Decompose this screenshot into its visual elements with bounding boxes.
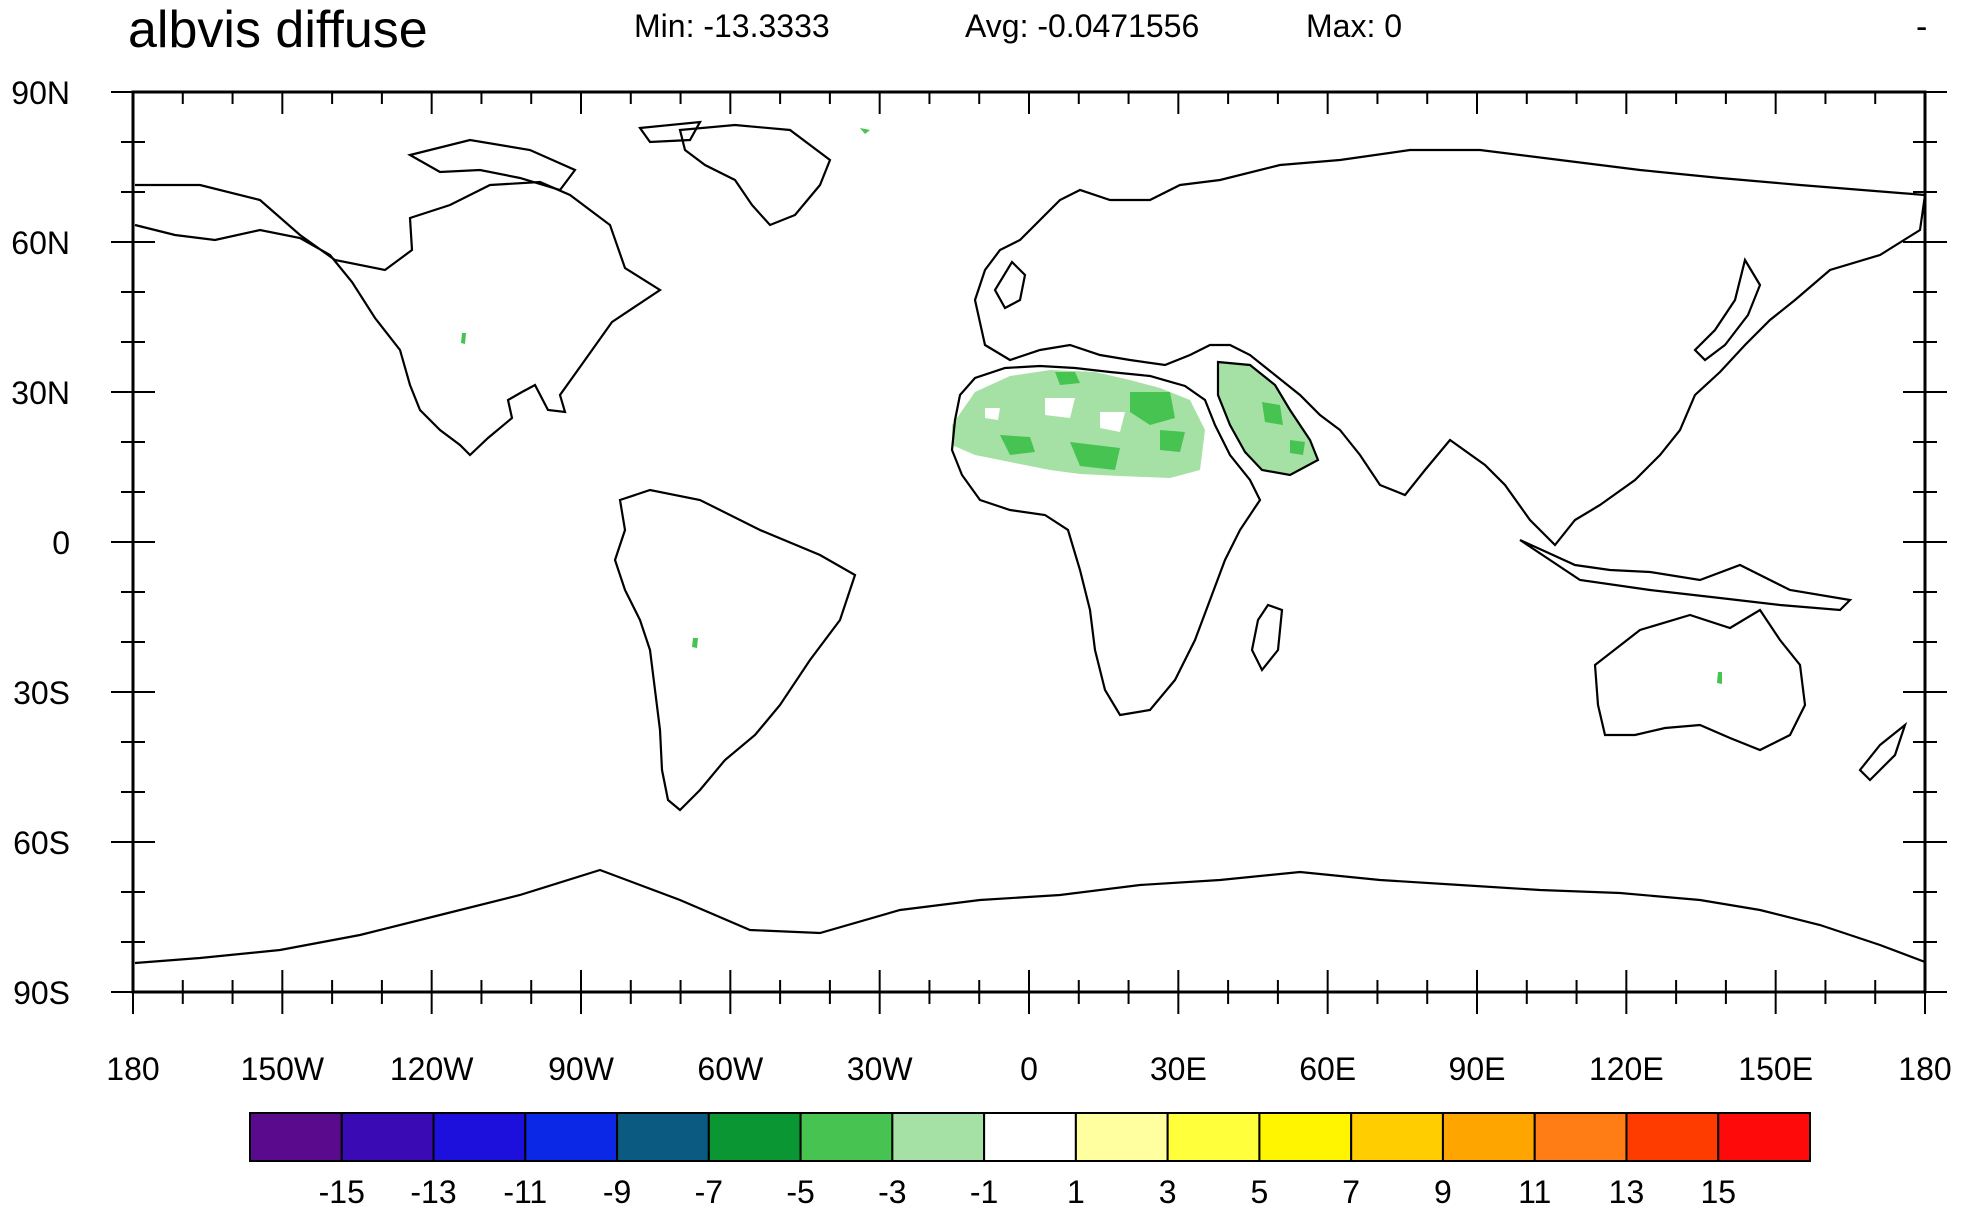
coast-arctic-islands — [407, 120, 702, 192]
legend-label: 13 — [1609, 1174, 1645, 1207]
longitude-label: 150W — [241, 1051, 325, 1087]
latitude-label: 90N — [11, 75, 70, 111]
legend-swatch — [1441, 1112, 1536, 1162]
latitude-label: 60S — [13, 825, 70, 861]
coast-japan — [1693, 257, 1762, 362]
coast-uk — [993, 260, 1027, 310]
latitude-labels: 90N 60N 30N 0 30S 60S 90S — [11, 75, 70, 1011]
stat-avg: Avg: -0.0471556 — [965, 8, 1200, 44]
latitude-label: 30S — [13, 675, 70, 711]
legend-swatch — [1074, 1112, 1169, 1162]
latitude-label: 60N — [11, 225, 70, 261]
longitude-label: 90W — [548, 1051, 615, 1087]
map-title: albvis diffuse — [128, 1, 428, 59]
coast-eurasia — [973, 148, 1927, 547]
longitude-label: 60E — [1299, 1051, 1356, 1087]
longitude-label: 0 — [1020, 1051, 1038, 1087]
longitude-label: 180 — [1898, 1051, 1951, 1087]
legend-label: -13 — [410, 1174, 456, 1207]
legend-label: -7 — [695, 1174, 723, 1207]
longitude-labels: 180 150W 120W 90W 60W 30W 0 30E 60E 90E 120E 150E 18… — [106, 1051, 1951, 1087]
axis-ticks — [111, 91, 1947, 1014]
legend-label: 9 — [1434, 1174, 1452, 1207]
corner-mark: - — [1916, 8, 1928, 46]
latitude-label: 0 — [52, 525, 70, 561]
legend-swatch — [1717, 1112, 1812, 1162]
legend-swatch — [891, 1112, 986, 1162]
stat-min: Min: -13.3333 — [634, 8, 830, 44]
longitude-label: 30E — [1150, 1051, 1207, 1087]
legend-label: -3 — [878, 1174, 906, 1207]
longitude-label: 90E — [1449, 1051, 1506, 1087]
legend-swatch — [1350, 1112, 1444, 1162]
coast-antarctica — [134, 868, 1926, 965]
coast-arabia — [1216, 360, 1320, 477]
legend-label: 5 — [1251, 1174, 1269, 1207]
legend-label: -15 — [319, 1174, 365, 1207]
legend-swatch — [524, 1112, 619, 1162]
coast-africa — [950, 364, 1262, 717]
longitude-label: 150E — [1738, 1051, 1813, 1087]
legend-label: 7 — [1342, 1174, 1360, 1207]
legend-label: 3 — [1159, 1174, 1177, 1207]
legend-label: 1 — [1067, 1174, 1085, 1207]
legend-swatch — [432, 1112, 527, 1162]
legend-swatch — [1625, 1112, 1720, 1162]
legend-swatch — [707, 1112, 802, 1162]
longitude-label: 120E — [1589, 1051, 1664, 1087]
coast-australia — [1593, 608, 1807, 752]
coast-greenland — [678, 123, 832, 227]
coast-south-america — [613, 488, 857, 812]
legend-label: -9 — [603, 1174, 631, 1207]
legend-swatch — [340, 1112, 435, 1162]
legend-label: -1 — [970, 1174, 998, 1207]
color-legend: -15 -13 -11 -9 -7 -5 -3 -1 1 3 5 7 9 11 13 15 — [249, 1112, 1812, 1207]
stat-max: Max: 0 — [1306, 8, 1403, 44]
longitude-label: 60W — [697, 1051, 764, 1087]
legend-swatch — [249, 1112, 343, 1162]
coast-new-zealand — [1858, 721, 1908, 782]
legend-swatch — [799, 1112, 894, 1162]
anomaly-shading — [461, 128, 1722, 684]
legend-swatch — [983, 1112, 1077, 1162]
legend-swatch — [1533, 1112, 1628, 1162]
coast-north-america — [134, 180, 663, 457]
coast-madagascar — [1250, 603, 1284, 673]
legend-label: -5 — [786, 1174, 814, 1207]
latitude-label: 30N — [11, 375, 70, 411]
legend-label: 15 — [1700, 1174, 1736, 1207]
sahara-mid-shade — [1000, 372, 1185, 470]
sahara-white-spots — [985, 398, 1125, 432]
arabia-mid-shade — [1262, 402, 1305, 455]
legend-swatch — [1258, 1112, 1353, 1162]
coastlines — [134, 120, 1927, 965]
map-frame — [131, 90, 1927, 994]
latitude-label: 90S — [13, 975, 70, 1011]
legend-swatch — [616, 1112, 710, 1162]
longitude-label: 120W — [390, 1051, 474, 1087]
longitude-label: 180 — [106, 1051, 159, 1087]
legend-label: -11 — [503, 1174, 547, 1207]
legend-swatch — [1166, 1112, 1261, 1162]
coast-indonesia — [1519, 538, 1853, 612]
legend-label: 11 — [1518, 1174, 1551, 1207]
longitude-label: 30W — [847, 1051, 914, 1087]
